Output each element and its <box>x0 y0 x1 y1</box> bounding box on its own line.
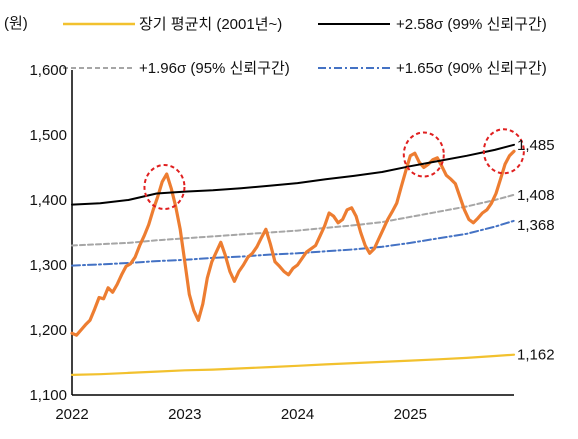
y-tick-label: 1,500 <box>29 127 67 144</box>
y-axis-ticks: 1,600 1,500 1,400 1,300 1,200 1,100 <box>29 62 67 404</box>
x-tick-label: 2025 <box>394 406 427 423</box>
end-labels: 1,485 1,408 1,368 1,162 <box>517 137 555 364</box>
end-label: 1,485 <box>517 137 555 154</box>
highlight-circle <box>143 164 186 210</box>
x-tick-label: 2024 <box>281 406 314 423</box>
legend-label-99pct-band: +2.58σ (99% 신뢰구간) <box>396 16 547 33</box>
series-line-usdkrw <box>70 149 516 337</box>
y-tick-label: 1,100 <box>29 387 67 404</box>
y-tick-label: 1,600 <box>29 62 67 79</box>
highlight-circle <box>402 131 445 178</box>
series-line-0 <box>70 353 516 376</box>
legend: 장기 평균치 (2001년~) +2.58σ (99% 신뢰구간) +1.96σ… <box>63 16 547 77</box>
series-line-3 <box>71 219 515 267</box>
legend-label-95pct-band: +1.96σ (95% 신뢰구간) <box>139 60 290 77</box>
end-label: 1,408 <box>517 187 555 204</box>
y-tick-label: 1,200 <box>29 322 67 339</box>
x-tick-label: 2023 <box>168 406 201 423</box>
x-tick-label: 2022 <box>55 406 88 423</box>
series-line-1 <box>71 143 515 206</box>
x-axis-ticks: 2022 2023 2024 2025 <box>55 406 427 423</box>
end-label: 1,162 <box>517 347 555 364</box>
y-tick-label: 1,300 <box>29 257 67 274</box>
y-tick-label: 1,400 <box>29 192 67 209</box>
highlight-circle <box>482 128 525 175</box>
annotation-layer <box>143 128 525 210</box>
series-layer <box>70 143 516 376</box>
series-line-2 <box>71 193 515 247</box>
legend-label-long-term-average: 장기 평균치 (2001년~) <box>139 16 282 33</box>
y-axis-unit-label: (원) <box>4 15 28 32</box>
legend-label-90pct-band: +1.65σ (90% 신뢰구간) <box>396 60 547 77</box>
end-label: 1,368 <box>517 217 555 234</box>
